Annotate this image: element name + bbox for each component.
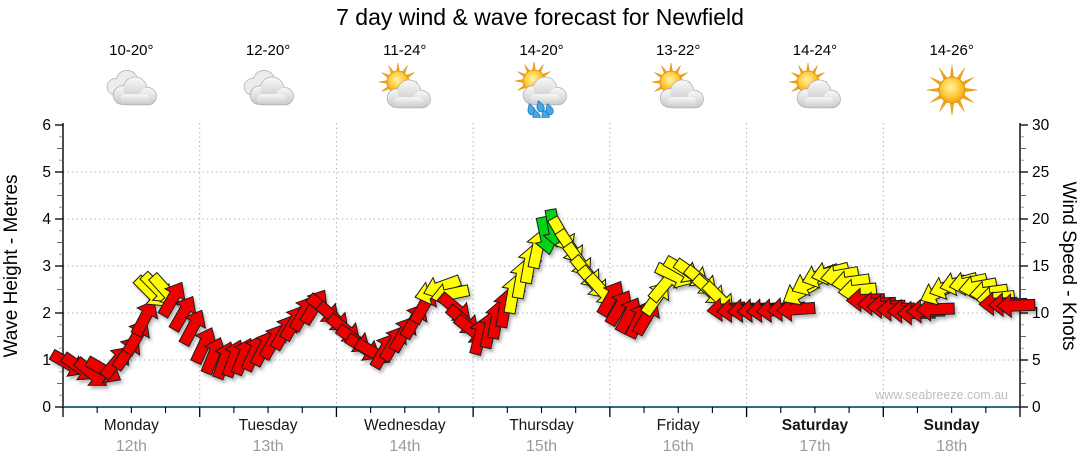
day-name: Saturday	[781, 417, 849, 434]
wave-axis-tick: 2	[42, 305, 51, 322]
day-date: 14th	[389, 438, 421, 455]
wave-axis-tick: 0	[42, 399, 51, 416]
day-date: 18th	[936, 438, 968, 455]
partly-sunny-rain-icon	[514, 61, 570, 122]
knots-axis-tick: 25	[1032, 164, 1049, 181]
wind-arrow	[190, 327, 218, 366]
knots-axis-tick: 30	[1032, 117, 1050, 134]
day-label: Saturday 17th	[782, 417, 848, 456]
knots-axis-tick: 10	[1032, 305, 1050, 322]
day-labels-row: Monday 12th Tuesday 13th Wednesday 14th Thursd…	[0, 413, 1080, 473]
temperature-range: 12-20°	[245, 42, 291, 59]
day-label: Wednesday 14th	[364, 417, 446, 456]
temperature-range: 14-26°	[929, 42, 974, 59]
wind-arrow	[168, 295, 197, 333]
day-name: Tuesday	[238, 417, 298, 434]
wave-axis-tick: 6	[42, 117, 51, 134]
left-axis-label: Wave Height - Metres	[1, 174, 22, 357]
knots-axis-tick: 5	[1032, 352, 1041, 369]
wind-arrow	[776, 296, 816, 323]
day-date: 15th	[525, 438, 558, 455]
partly-sunny-icon	[650, 62, 706, 118]
day-name: Friday	[656, 417, 700, 434]
day-name: Wednesday	[363, 417, 446, 434]
wave-axis-tick: 4	[42, 211, 51, 228]
day-label: Monday 12th	[104, 417, 159, 456]
day-label: Thursday 15th	[509, 417, 574, 456]
wind-arrow	[996, 293, 1036, 319]
temperature-range: 14-20°	[519, 42, 564, 59]
knots-axis-tick: 20	[1032, 211, 1050, 228]
wind-arrow	[130, 300, 159, 338]
day-label: Tuesday 13th	[239, 417, 298, 456]
wind-arrow	[915, 296, 955, 322]
knots-axis-tick: 0	[1032, 399, 1041, 416]
partly-sunny-icon	[377, 62, 433, 118]
day-name: Sunday	[923, 417, 980, 434]
day-name: Thursday	[509, 417, 574, 434]
wind-arrow	[157, 281, 186, 319]
wave-axis-tick: 1	[42, 352, 51, 369]
page-title: 7 day wind & wave forecast for Newfield	[336, 4, 744, 30]
wind-arrow	[604, 290, 633, 328]
day-label: Friday 16th	[657, 417, 700, 456]
cloudy-icon	[240, 62, 296, 118]
wave-axis-tick: 3	[42, 258, 51, 275]
temperature-row: 10-20° 12-20° 11-24° 14-20° 13-22° 14-24° 14-2…	[0, 42, 1080, 62]
watermark: www.seabreeze.com.au	[874, 388, 1008, 402]
temperature-range: 14-24°	[792, 42, 838, 59]
day-date: 13th	[252, 438, 284, 455]
day-date: 16th	[662, 438, 694, 455]
cloudy-icon	[103, 62, 159, 118]
day-date: 17th	[799, 438, 831, 455]
day-name: Monday	[103, 417, 159, 434]
sunny-icon	[924, 62, 980, 118]
axes: 0 1 2 3 4 5 6 0 5 10 15 20 25 30	[42, 117, 1050, 417]
day-label: Sunday 18th	[924, 417, 980, 456]
wind-arrow	[178, 309, 207, 348]
temperature-range: 13-22°	[656, 42, 701, 59]
wave-axis-tick: 5	[42, 164, 51, 181]
temperature-range: 10-20°	[109, 42, 154, 59]
temperature-range: 11-24°	[383, 42, 427, 59]
weather-icons-row	[0, 60, 1080, 122]
wind-arrow	[596, 280, 625, 318]
knots-axis-tick: 15	[1032, 258, 1049, 275]
wind-arrows	[48, 208, 1036, 386]
right-axis-label: Wind Speed - Knots	[1058, 182, 1079, 351]
partly-sunny-icon	[787, 62, 843, 118]
day-date: 12th	[115, 438, 147, 455]
